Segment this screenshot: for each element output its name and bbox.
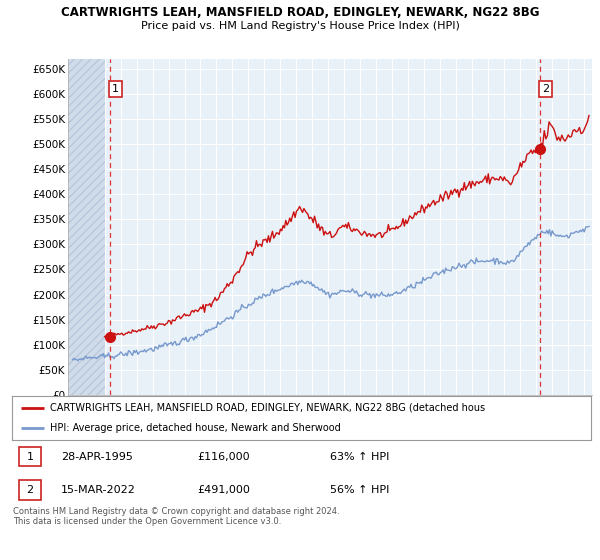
FancyBboxPatch shape: [19, 447, 41, 466]
Text: Contains HM Land Registry data © Crown copyright and database right 2024.: Contains HM Land Registry data © Crown c…: [13, 507, 340, 516]
Text: 1: 1: [26, 451, 34, 461]
Text: 2: 2: [26, 484, 34, 494]
Text: 28-APR-1995: 28-APR-1995: [61, 451, 133, 461]
Text: 15-MAR-2022: 15-MAR-2022: [61, 484, 136, 494]
Text: CARTWRIGHTS LEAH, MANSFIELD ROAD, EDINGLEY, NEWARK, NG22 8BG (detached hous: CARTWRIGHTS LEAH, MANSFIELD ROAD, EDINGL…: [50, 403, 485, 413]
Text: CARTWRIGHTS LEAH, MANSFIELD ROAD, EDINGLEY, NEWARK, NG22 8BG: CARTWRIGHTS LEAH, MANSFIELD ROAD, EDINGL…: [61, 6, 539, 18]
FancyBboxPatch shape: [19, 480, 41, 500]
Text: 56% ↑ HPI: 56% ↑ HPI: [331, 484, 390, 494]
Text: This data is licensed under the Open Government Licence v3.0.: This data is licensed under the Open Gov…: [13, 517, 281, 526]
Text: 1: 1: [112, 84, 119, 94]
Text: 63% ↑ HPI: 63% ↑ HPI: [331, 451, 390, 461]
Text: £116,000: £116,000: [197, 451, 250, 461]
Bar: [68, 59, 104, 395]
Text: Price paid vs. HM Land Registry's House Price Index (HPI): Price paid vs. HM Land Registry's House …: [140, 21, 460, 31]
Text: £491,000: £491,000: [197, 484, 250, 494]
Text: 2: 2: [542, 84, 549, 94]
Text: HPI: Average price, detached house, Newark and Sherwood: HPI: Average price, detached house, Newa…: [50, 423, 340, 433]
